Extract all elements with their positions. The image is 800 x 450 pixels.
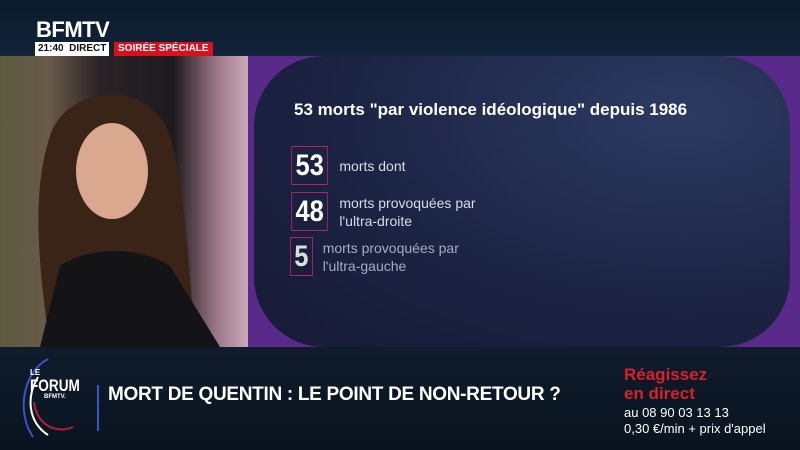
phone-info: au 08 90 03 13 13 0,30 €/min + prix d'ap… [624,405,766,437]
stat-label: l'ultra-droite [339,212,413,229]
phone-number: au 08 90 03 13 13 [624,405,729,420]
program-tag: SOIRÉE SPÉCIALE [114,42,213,56]
stat-label: morts provoquées par [339,194,476,211]
lower-third-banner: LE FORUM BFMTV. MORT DE QUENTIN : LE POI… [0,347,800,450]
call-to-action: Réagissez en direct [624,365,707,403]
presenter-image [38,94,220,347]
live-label: DIRECT [69,43,107,54]
logo-le: LE [30,368,41,377]
cta-line: Réagissez [624,365,708,384]
channel-logo: BFMTV [36,17,110,42]
stat-value: 53 [291,146,329,185]
divider [97,385,99,431]
info-graphic: 53 morts "par violence idéologique" depu… [248,56,800,347]
stat-row: 53 morts dont [288,146,406,185]
stat-value: 5 [290,237,313,276]
graphic-card: 53 morts "par violence idéologique" depu… [254,56,790,347]
graphic-title: 53 morts "par violence idéologique" depu… [294,100,688,119]
cta-line: en direct [624,384,695,403]
logo-brand: BFMTV. [44,394,66,400]
show-logo: LE FORUM BFMTV. [30,368,92,401]
time-live-badge: 21:40 DIRECT [35,42,110,56]
stat-label: l'ultra-gauche [322,257,407,274]
clock-time: 21:40 [38,43,64,54]
headline: MORT DE QUENTIN : LE POINT DE NON-RETOUR… [108,384,561,405]
logo-forum: FORUM [30,376,80,395]
phone-price: 0,30 €/min + prix d'appel [624,421,766,436]
stat-row: 5 morts provoquées par l'ultra-gauche [288,237,459,276]
stat-row: 48 morts provoquées par l'ultra-droite [288,192,476,231]
forum-logo-arcs [22,358,74,438]
stat-value: 48 [291,192,329,231]
stat-label: morts provoquées par [322,239,459,256]
studio-video [0,56,248,347]
stat-label: morts dont [339,157,406,174]
top-bar: BFMTV 21:40 DIRECT SOIRÉE SPÉCIALE [0,0,800,56]
